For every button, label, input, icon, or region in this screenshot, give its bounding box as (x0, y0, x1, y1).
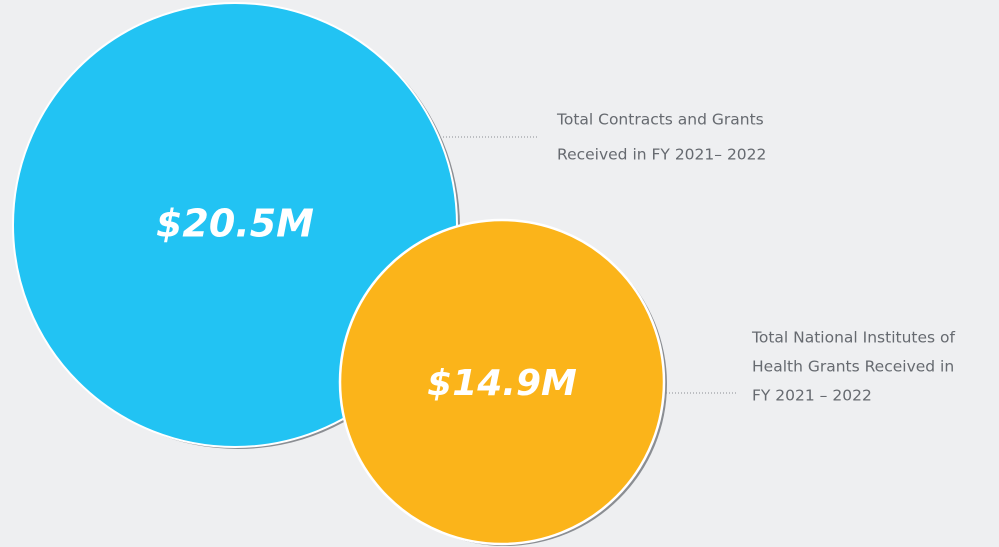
caption: Health Grants Received in (752, 358, 954, 376)
caption: Total Contracts and Grants (556, 111, 764, 129)
caption: FY 2021 – 2022 (752, 387, 872, 405)
nih-circle (338, 218, 666, 546)
amount: $14.9M (427, 363, 577, 404)
caption: Received in FY 2021– 2022 (557, 146, 766, 164)
caption: Total National Institutes of (751, 329, 955, 347)
amount: $20.5M (156, 202, 314, 246)
